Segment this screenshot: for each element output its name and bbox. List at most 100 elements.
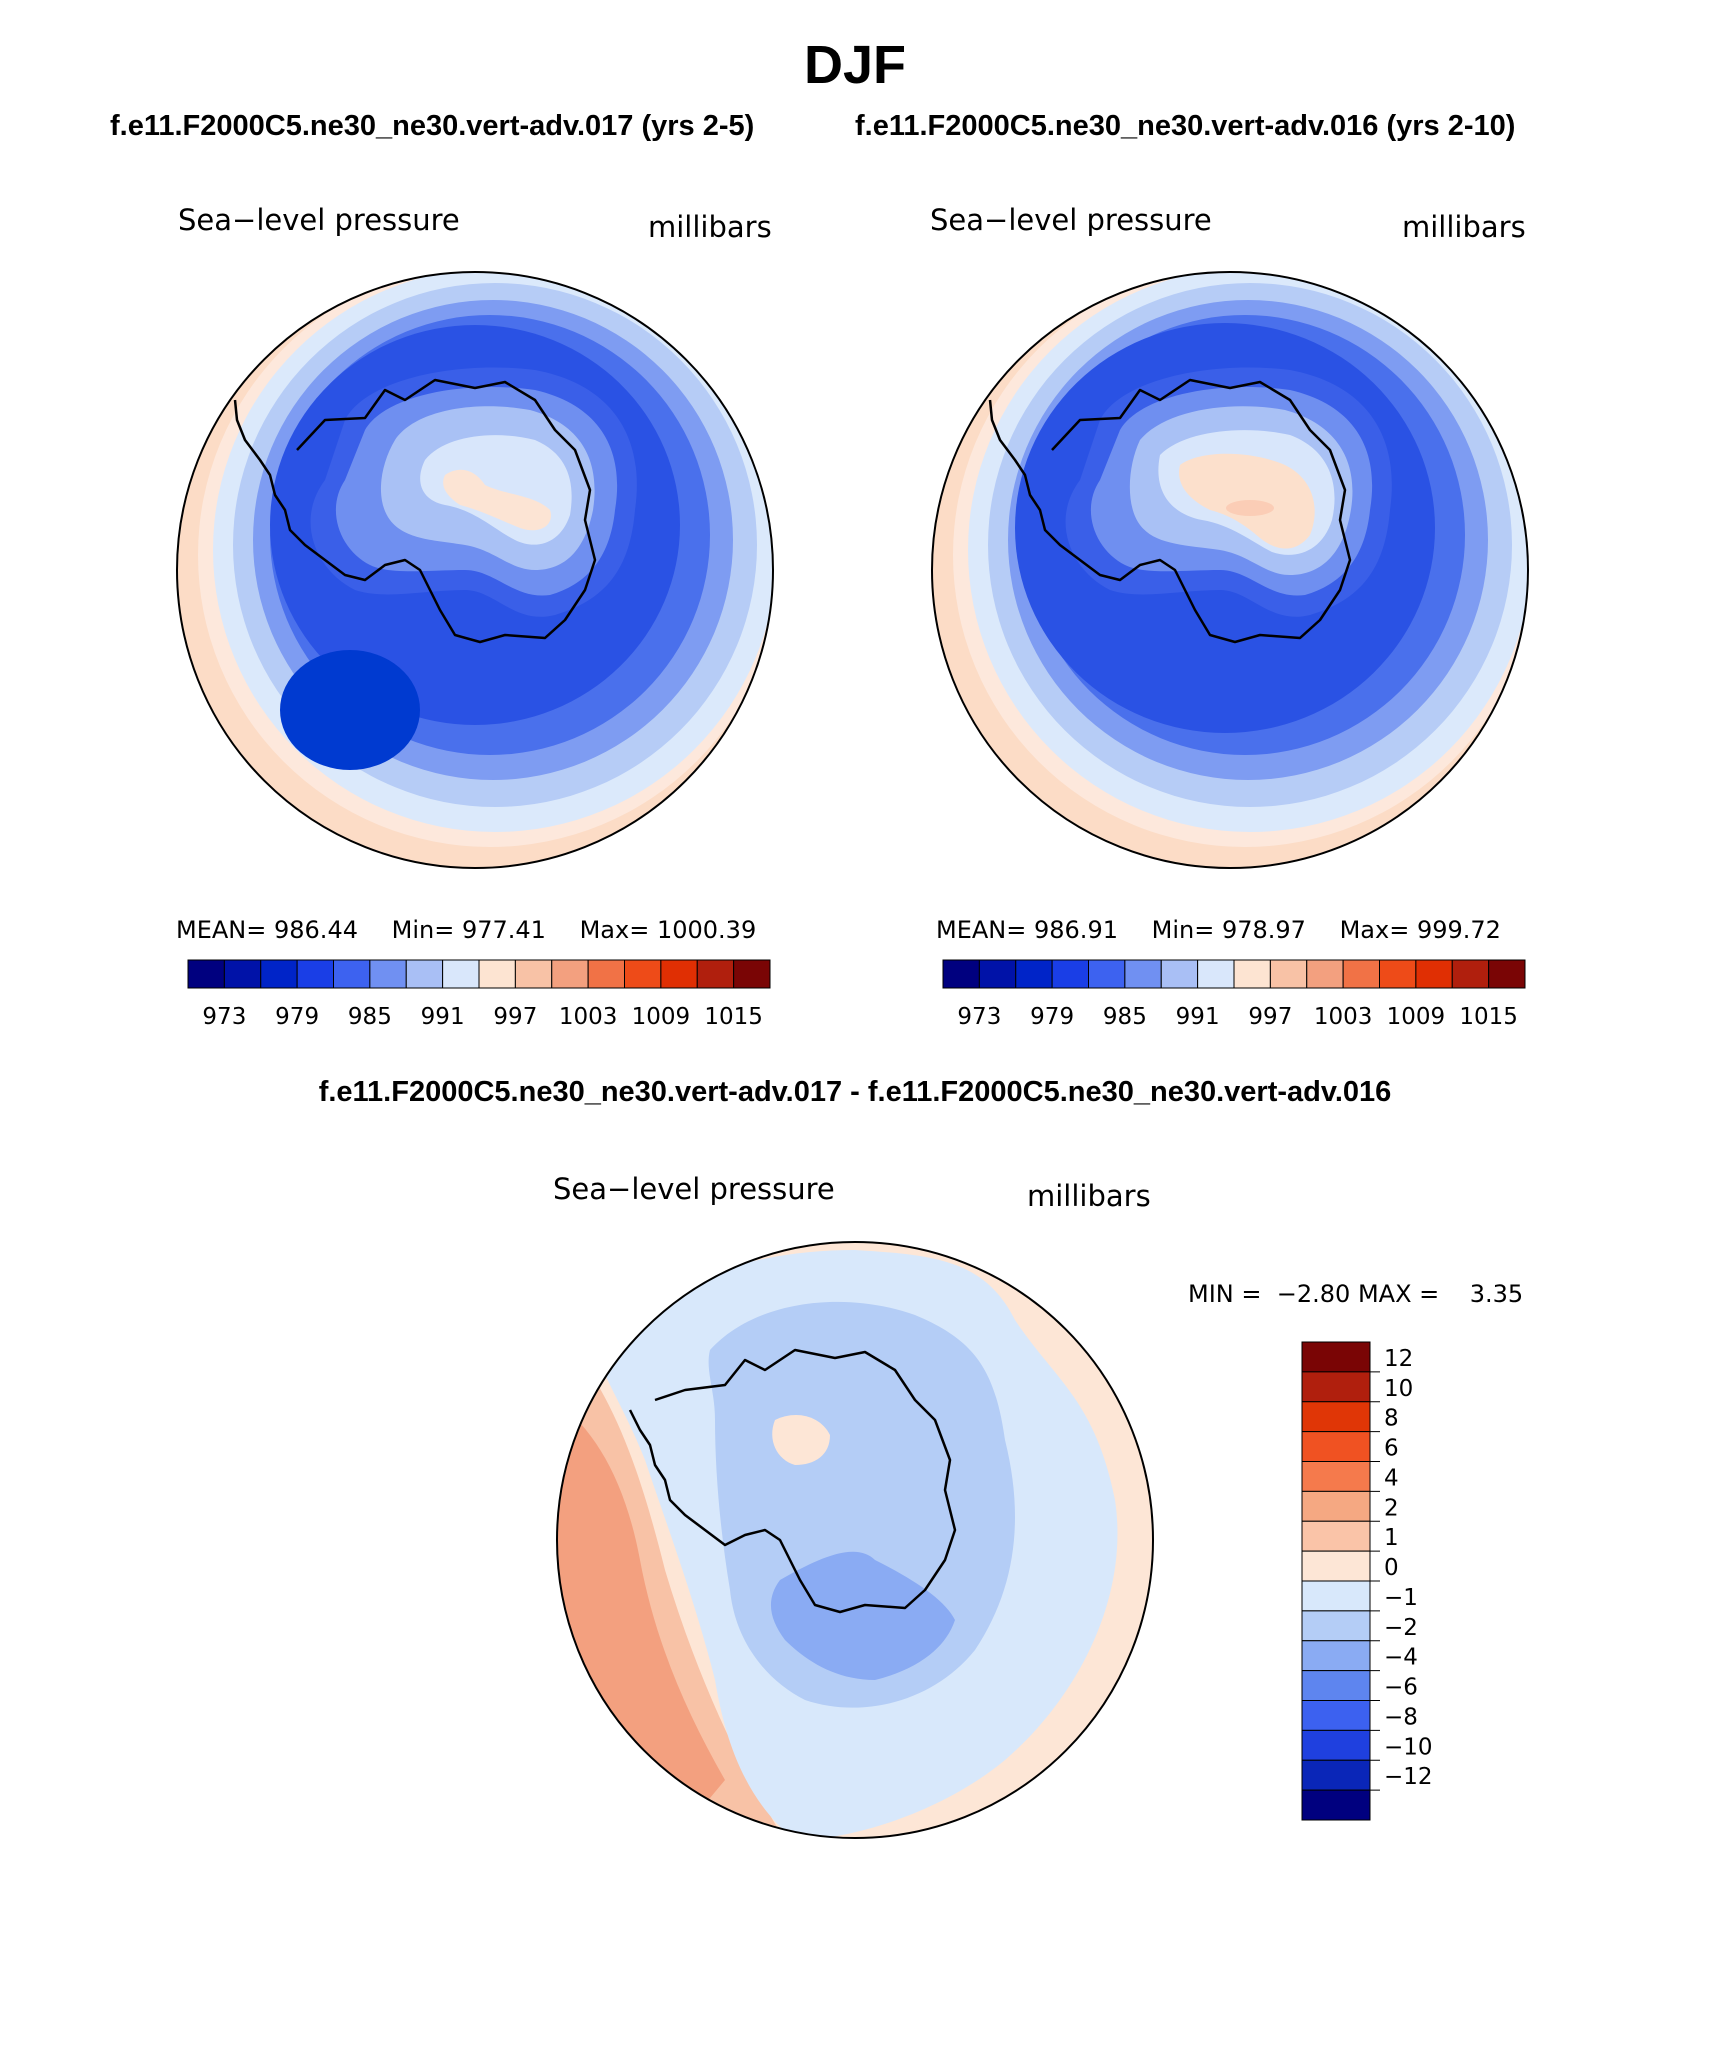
difference-polar-map xyxy=(556,1241,1154,1839)
colorbar-box xyxy=(733,959,771,989)
left-polar-map xyxy=(176,271,774,869)
left-mean-value: 986.44 xyxy=(274,916,358,944)
colorbar-tick-label: 12 xyxy=(1384,1346,1413,1372)
colorbar-box xyxy=(1301,1401,1371,1433)
left-units-label: millibars xyxy=(648,210,772,244)
left-variable-label: Sea−level pressure xyxy=(178,203,460,237)
colorbar-box xyxy=(333,959,371,989)
map-border xyxy=(176,271,774,869)
colorbar-box xyxy=(1269,959,1308,989)
colorbar-tick-label: −10 xyxy=(1384,1734,1433,1760)
right-polar-map xyxy=(931,271,1529,869)
left-stats: MEAN= 986.44 Min= 977.41 Max= 1000.39 xyxy=(176,916,757,944)
colorbar-tick-label: 1 xyxy=(1384,1525,1399,1551)
colorbar-tick-label: −2 xyxy=(1384,1615,1418,1641)
right-units-label: millibars xyxy=(1402,210,1526,244)
colorbar-tick-label: 1003 xyxy=(559,1004,618,1030)
colorbar-box xyxy=(514,959,553,989)
colorbar-box xyxy=(1306,959,1344,989)
colorbar-box xyxy=(1301,1700,1371,1731)
colorbar-box xyxy=(1415,959,1453,989)
colorbar-tick-label: 1009 xyxy=(632,1004,691,1030)
colorbar-tick-label: 991 xyxy=(421,1004,465,1030)
map-fill-local xyxy=(772,1415,830,1465)
colorbar-tick-label: 973 xyxy=(957,1004,1001,1030)
right-mean-value: 986.91 xyxy=(1034,916,1118,944)
colorbar-box xyxy=(1301,1789,1371,1821)
colorbar-tick-label: 997 xyxy=(493,1004,537,1030)
colorbar-box xyxy=(1301,1371,1371,1403)
colorbar-box xyxy=(478,959,516,989)
left-min-value: 977.41 xyxy=(461,916,546,944)
colorbar-tick-label: 973 xyxy=(202,1004,246,1030)
colorbar-tick-label: −12 xyxy=(1384,1764,1433,1790)
colorbar-tick-label: 997 xyxy=(1248,1004,1292,1030)
colorbar-box xyxy=(1301,1520,1371,1552)
difference-title: f.e11.F2000C5.ne30_ne30.vert-adv.017 - f… xyxy=(318,1076,1392,1108)
colorbar-box xyxy=(551,959,589,989)
colorbar-tick-label: 1015 xyxy=(1459,1004,1518,1030)
colorbar-box xyxy=(624,959,662,989)
diff-units-label: millibars xyxy=(1027,1179,1151,1213)
colorbar-box xyxy=(1124,959,1162,989)
diff-max-value: 3.35 xyxy=(1469,1280,1524,1308)
colorbar-box xyxy=(1301,1640,1371,1672)
colorbar-box xyxy=(1301,1759,1371,1791)
right-colorbar: 973 979 985 991 997 1003 1009 1015 xyxy=(942,959,1526,1030)
colorbar-box xyxy=(1301,1490,1371,1522)
colorbar-tick-label: 979 xyxy=(1030,1004,1074,1030)
left-case-title: f.e11.F2000C5.ne30_ne30.vert-adv.017 (yr… xyxy=(110,110,755,142)
page-title: DJF xyxy=(803,35,906,95)
colorbar-box xyxy=(1051,959,1089,989)
colorbar-box xyxy=(1451,959,1490,989)
colorbar-box xyxy=(660,959,698,989)
colorbar-box xyxy=(1233,959,1271,989)
colorbar-box xyxy=(223,959,262,989)
colorbar-box xyxy=(1488,959,1526,989)
map-fill-max xyxy=(1226,500,1274,516)
colorbar-tick-label: 1003 xyxy=(1314,1004,1373,1030)
colorbar-tick-label: −4 xyxy=(1384,1645,1418,1671)
colorbar-tick-label: 991 xyxy=(1176,1004,1220,1030)
colorbar-box xyxy=(942,959,980,989)
colorbar-box xyxy=(1342,959,1380,989)
colorbar-box xyxy=(978,959,1017,989)
colorbar-tick-label: 8 xyxy=(1384,1406,1399,1432)
colorbar-tick-label: 1015 xyxy=(704,1004,763,1030)
diff-stats: MIN = −2.80 MAX = 3.35 xyxy=(1188,1280,1524,1308)
right-stats: MEAN= 986.91 Min= 978.97 Max= 999.72 xyxy=(936,916,1501,944)
colorbar-tick-label: 2 xyxy=(1384,1495,1399,1521)
colorbar-tick-label: 985 xyxy=(1103,1004,1147,1030)
colorbar-box xyxy=(1301,1461,1371,1492)
colorbar-tick-label: −1 xyxy=(1384,1585,1418,1611)
diff-variable-label: Sea−level pressure xyxy=(553,1172,835,1206)
right-case-title: f.e11.F2000C5.ne30_ne30.vert-adv.016 (yr… xyxy=(855,110,1516,142)
colorbar-box xyxy=(1160,959,1199,989)
colorbar-box xyxy=(1301,1341,1371,1373)
colorbar-box xyxy=(296,959,334,989)
colorbar-box xyxy=(1301,1580,1371,1612)
antarctica-coastline xyxy=(988,378,1352,644)
colorbar-tick-label: 10 xyxy=(1384,1376,1413,1402)
colorbar-box xyxy=(1301,1670,1371,1701)
colorbar-box xyxy=(442,959,480,989)
colorbar-box xyxy=(1301,1610,1371,1642)
colorbar-tick-label: 6 xyxy=(1384,1436,1399,1462)
colorbar-box xyxy=(587,959,625,989)
colorbar-box xyxy=(1379,959,1417,989)
antarctica-coastline xyxy=(233,378,597,644)
colorbar-box xyxy=(369,959,407,989)
colorbar-tick-label: −8 xyxy=(1384,1704,1418,1730)
colorbar-box xyxy=(696,959,735,989)
colorbar-tick-label: 4 xyxy=(1384,1465,1399,1491)
left-max-value: 1000.39 xyxy=(656,916,757,944)
map-fill-negative-strong xyxy=(770,1551,955,1680)
map-fill-min xyxy=(280,650,420,770)
antarctica-coastline xyxy=(628,1348,957,1614)
diff-min-value: −2.80 xyxy=(1276,1280,1351,1308)
colorbar-box xyxy=(187,959,225,989)
colorbar-tick-label: −6 xyxy=(1384,1675,1418,1701)
colorbar-tick-label: 0 xyxy=(1384,1555,1399,1581)
right-max-value: 999.72 xyxy=(1416,916,1501,944)
